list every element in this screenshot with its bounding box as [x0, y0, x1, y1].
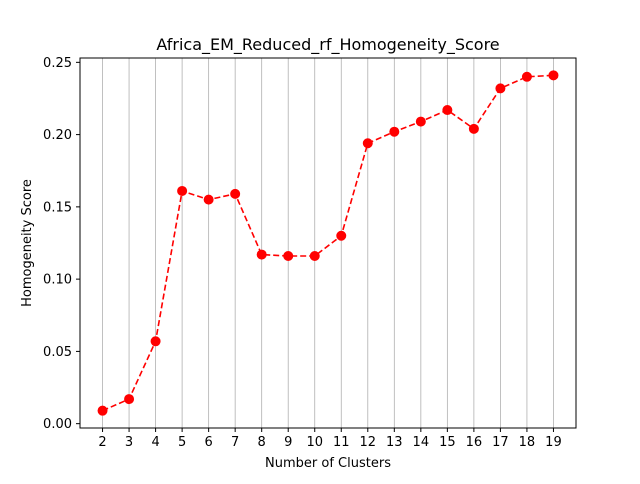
data-point [468, 123, 479, 134]
chart-title: Africa_EM_Reduced_rf_Homogeneity_Score [156, 35, 499, 55]
x-tick-label: 4 [151, 435, 159, 450]
grid-layer [102, 58, 554, 428]
y-tick-label: 0.05 [43, 345, 72, 360]
data-point [230, 188, 241, 199]
data-point [97, 405, 108, 416]
x-tick-label: 8 [258, 435, 266, 450]
x-tick-label: 3 [125, 435, 133, 450]
series-line [102, 74, 554, 412]
x-axis-label: Number of Clusters [265, 456, 391, 471]
x-tick-label: 9 [284, 435, 292, 450]
x-tick-label: 2 [98, 435, 106, 450]
y-tick-label: 0.10 [43, 273, 72, 288]
x-axis-ticks: 2 3 4 5 6 7 8 9 10 11 12 13 14 15 16 17 18 19 [98, 428, 562, 450]
x-tick-label: 18 [519, 435, 536, 450]
data-point [389, 126, 400, 137]
line-layer [102, 74, 554, 412]
data-point [150, 336, 161, 347]
data-point [124, 394, 135, 405]
x-tick-label: 12 [360, 435, 377, 450]
data-point [256, 249, 267, 260]
x-tick-label: 19 [545, 435, 562, 450]
x-tick-label: 17 [492, 435, 509, 450]
y-axis-label: Homogeneity Score [20, 179, 35, 307]
y-tick-label: 0.20 [43, 128, 72, 143]
data-point [177, 185, 188, 196]
y-tick-label: 0.15 [43, 200, 72, 215]
x-tick-label: 11 [333, 435, 350, 450]
x-tick-label: 15 [439, 435, 456, 450]
data-point [362, 138, 373, 149]
x-tick-label: 14 [413, 435, 430, 450]
data-point [442, 105, 453, 116]
x-tick-label: 5 [178, 435, 186, 450]
y-tick-label: 0.00 [43, 417, 72, 432]
x-tick-label: 13 [386, 435, 403, 450]
plot-frame [79, 57, 577, 429]
data-point [309, 251, 320, 262]
data-point [548, 70, 559, 81]
y-tick-label: 0.25 [43, 56, 72, 71]
x-tick-label: 16 [466, 435, 483, 450]
data-point [336, 230, 347, 241]
x-tick-label: 6 [205, 435, 213, 450]
x-tick-label: 10 [306, 435, 323, 450]
data-point [283, 251, 294, 262]
data-point [495, 83, 506, 94]
data-point [415, 116, 426, 127]
data-point [203, 194, 214, 205]
data-point [521, 71, 532, 82]
x-tick-label: 7 [231, 435, 239, 450]
y-axis-ticks: 0.00 0.05 0.10 0.15 0.20 0.25 [43, 56, 80, 432]
marker-layer [97, 70, 559, 416]
